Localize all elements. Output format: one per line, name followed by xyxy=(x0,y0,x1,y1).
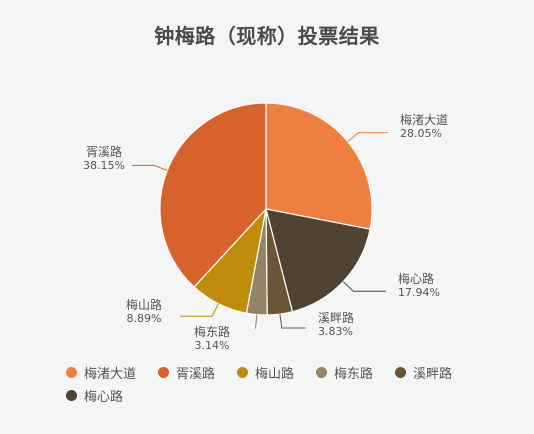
slice-value-2: 3.83% xyxy=(318,325,353,338)
label-line-3 xyxy=(255,314,258,329)
legend-dot-icon xyxy=(66,389,77,401)
legend-label: 梅心路 xyxy=(84,389,124,405)
legend-label: 溪畔路 xyxy=(413,366,453,382)
label-line-0 xyxy=(347,132,388,142)
slice-value-5: 38.15% xyxy=(83,159,125,172)
legend-item-1[interactable]: 胥溪路 xyxy=(158,362,215,382)
slice-value-1: 17.94% xyxy=(398,286,440,299)
slice-value-3: 3.14% xyxy=(195,339,230,352)
slice-label-3: 梅东路 xyxy=(194,324,230,339)
legend-label: 梅渚大道 xyxy=(84,366,137,382)
legend-item-0[interactable]: 梅渚大道 xyxy=(66,362,136,382)
slice-value-0: 28.05% xyxy=(400,127,442,140)
legend-dot-icon xyxy=(237,366,249,378)
legend-item-2[interactable]: 梅山路 xyxy=(237,362,294,382)
label-line-1 xyxy=(342,281,386,292)
slice-label-1: 梅心路 xyxy=(398,271,434,286)
label-line-5 xyxy=(132,164,168,171)
slice-label-2: 溪畔路 xyxy=(318,310,354,325)
slice-value-4: 8.89% xyxy=(127,312,162,325)
legend-dot-icon xyxy=(395,366,407,378)
legend-label: 胥溪路 xyxy=(176,366,216,382)
legend-item-3[interactable]: 梅东路 xyxy=(316,362,373,382)
legend-dot-icon xyxy=(158,366,170,378)
legend-dot-icon xyxy=(66,366,77,378)
legend-label: 梅山路 xyxy=(255,366,295,382)
legend-item-5[interactable]: 梅心路 xyxy=(66,385,123,405)
slice-label-0: 梅渚大道 xyxy=(400,112,448,127)
label-line-4 xyxy=(180,303,219,317)
pie-slice-0[interactable] xyxy=(265,102,373,230)
legend-dot-icon xyxy=(316,366,328,378)
legend-item-4[interactable]: 溪畔路 xyxy=(395,362,452,382)
chart-legend: 梅渚大道 胥溪路 梅山路 梅东路 溪畔路梅心路 xyxy=(66,362,486,405)
slice-label-5: 胥溪路 xyxy=(86,144,122,159)
legend-label: 梅东路 xyxy=(334,366,374,382)
label-line-2 xyxy=(279,314,306,329)
chart-title: 钟梅路（现称）投票结果 xyxy=(154,24,380,48)
slice-label-4: 梅山路 xyxy=(126,297,162,312)
